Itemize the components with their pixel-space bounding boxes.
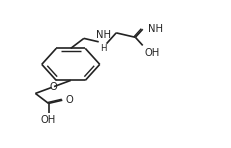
Text: O: O [49, 82, 57, 92]
Text: OH: OH [143, 48, 159, 58]
Text: H: H [99, 44, 106, 53]
Text: NH: NH [147, 24, 162, 34]
Text: OH: OH [41, 115, 56, 126]
Text: NH: NH [95, 30, 110, 40]
Text: O: O [65, 95, 73, 105]
